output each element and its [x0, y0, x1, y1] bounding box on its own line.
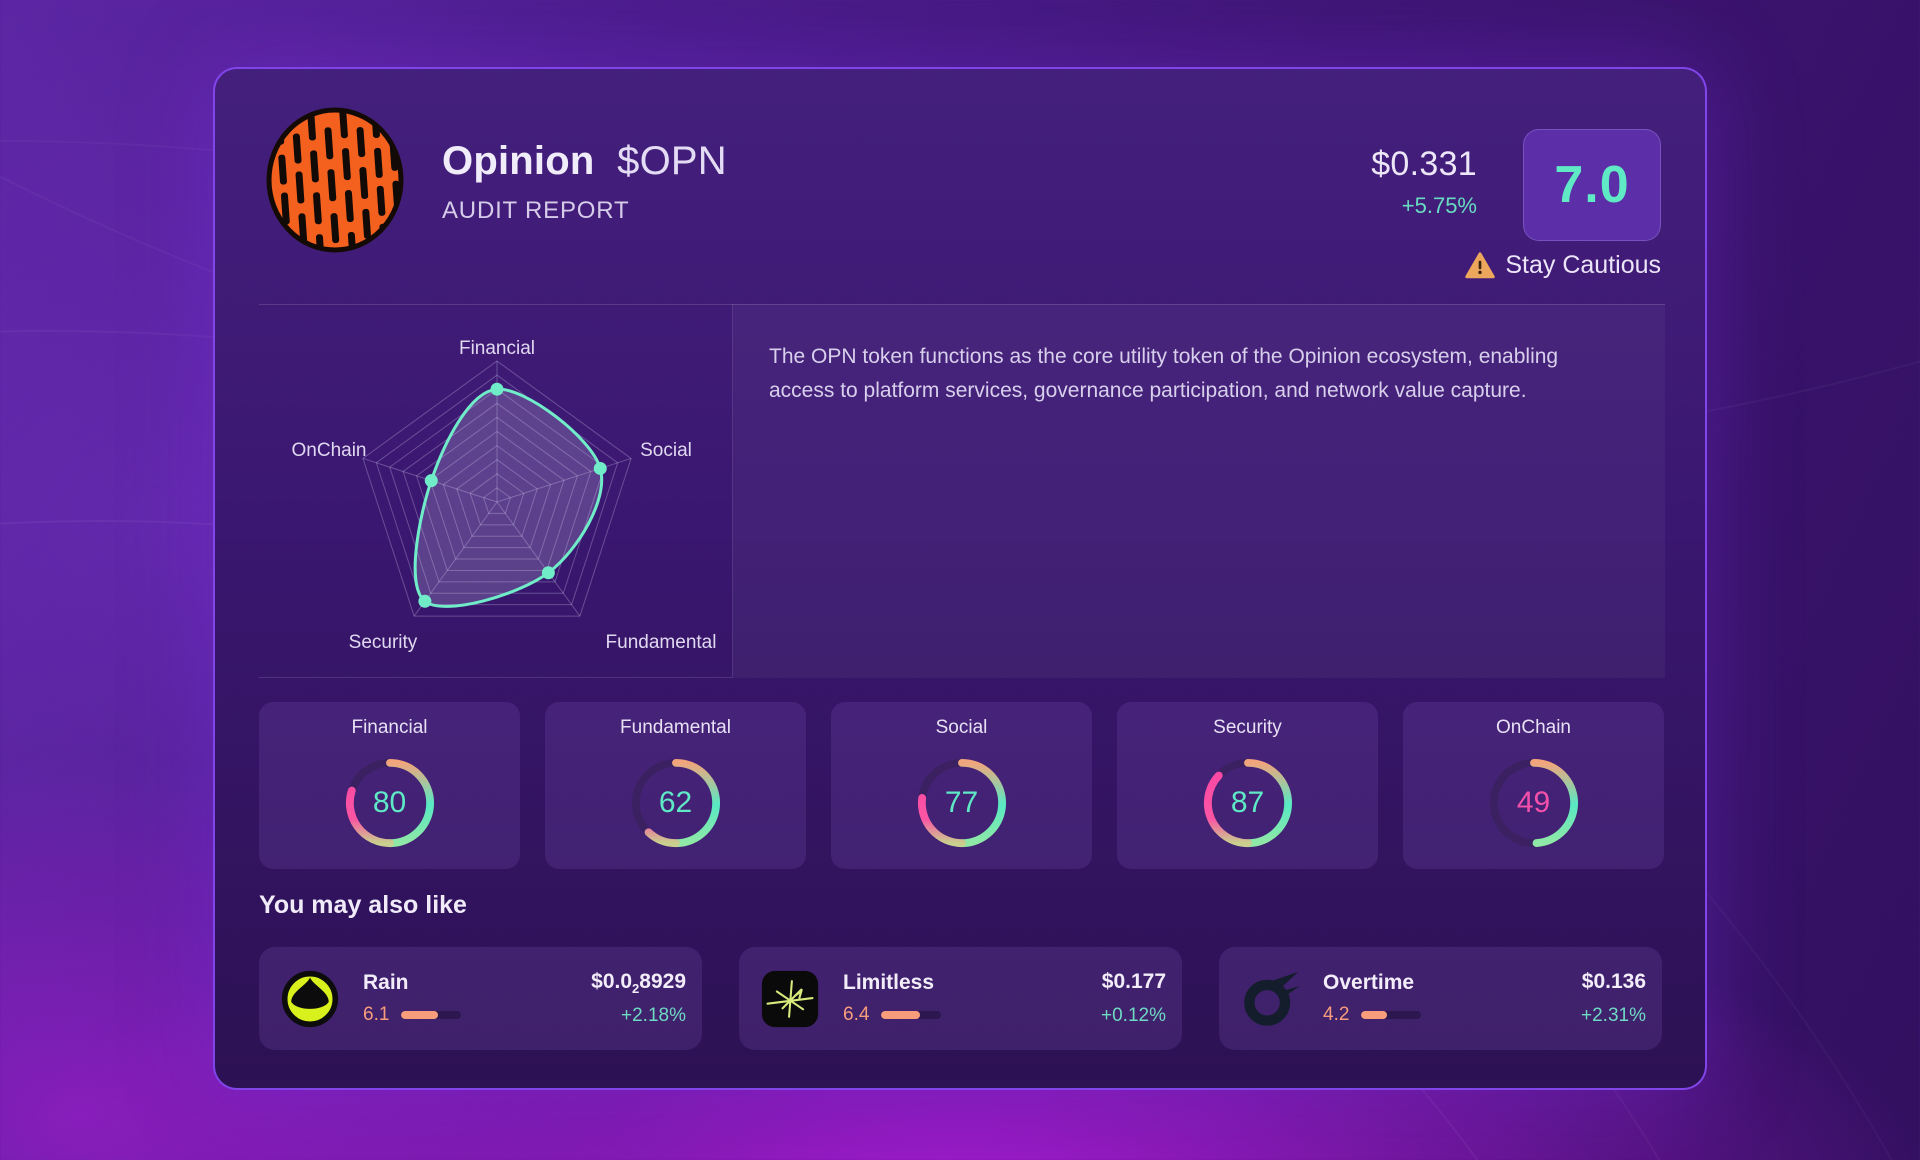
radar-panel: Financial Social Fundamental Security OnChai… [259, 304, 733, 678]
token-name: Rain [363, 971, 409, 994]
svg-text:Financial: Financial [459, 338, 535, 359]
gauge-card-fundamental: Fundamental 62 [545, 702, 806, 869]
token-info: Limitless 6.4 [843, 971, 942, 1026]
risk-label: Stay Cautious [1505, 251, 1661, 279]
gauge-ring: 49 [1487, 756, 1581, 850]
gauge-ring: 62 [629, 756, 723, 850]
gauge-card-security: Security 87 [1117, 702, 1378, 869]
token-card-limitless[interactable]: Limitless 6.4 $0.177 +0.12% [739, 947, 1182, 1050]
report-label: AUDIT REPORT [442, 197, 630, 224]
radar-chart: Financial Social Fundamental Security OnChai… [292, 338, 717, 653]
gauge-value: 77 [944, 786, 979, 819]
token-price-change: +5.75% [1401, 193, 1477, 218]
token-price-block: $0.028929 +2.18% [591, 970, 686, 1026]
svg-text:OnChain: OnChain [292, 440, 367, 461]
similar-tokens-row: Rain 6.1 $0.028929 +2.18% [259, 947, 1665, 1050]
overview-panels: Financial Social Fundamental Security OnChai… [259, 304, 1665, 678]
token-price-block: $0.136 +2.31% [1581, 970, 1646, 1026]
token-name: Opinion [442, 139, 595, 183]
overall-score-badge: 7.0 [1523, 129, 1661, 241]
token-score-bar [401, 1011, 462, 1019]
gauge-value: 87 [1230, 786, 1265, 819]
overtime-token-logo-icon [1244, 971, 1300, 1026]
token-name: Limitless [843, 971, 935, 994]
token-score-bar [881, 1011, 942, 1019]
page-title: Opinion $OPN [442, 139, 727, 184]
token-info: Overtime 4.2 [1323, 971, 1422, 1026]
audit-report-card: Opinion $OPN AUDIT REPORT $0.331 +5.75% … [213, 67, 1707, 1090]
rain-token-logo-icon [281, 970, 339, 1027]
token-score-bar [1361, 1011, 1422, 1019]
svg-text:Security: Security [349, 632, 418, 653]
token-name: Overtime [1323, 971, 1415, 994]
token-card-overtime[interactable]: Overtime 4.2 $0.136 +2.31% [1219, 947, 1662, 1050]
gauge-card-social: Social 77 [831, 702, 1092, 869]
token-score-row: 4.2 [1323, 1004, 1422, 1026]
gauge-label: OnChain [1496, 717, 1571, 738]
gauge-ring: 80 [343, 756, 437, 850]
token-score-row: 6.4 [843, 1004, 942, 1026]
warning-triangle-icon [1465, 252, 1496, 279]
header-divider [259, 304, 1665, 305]
score-gauges-row: Financial 80 Fundamental 62 Social 77 Se… [259, 702, 1665, 869]
gauge-value: 80 [372, 786, 407, 819]
token-price: $0.177 [1101, 970, 1166, 994]
token-info: Rain 6.1 [363, 971, 462, 1026]
gauge-ring: 77 [915, 756, 1009, 850]
token-price: $0.331 [1371, 145, 1477, 183]
svg-text:Social: Social [640, 440, 692, 461]
price-block: $0.331 +5.75% [1371, 145, 1477, 219]
opinion-token-logo-icon [266, 107, 404, 253]
token-price-change: +2.31% [1581, 1004, 1646, 1026]
token-price-change: +2.18% [621, 1004, 686, 1026]
token-score: 6.4 [843, 1004, 870, 1025]
svg-text:Fundamental: Fundamental [606, 632, 717, 653]
gauge-value: 62 [658, 786, 693, 819]
gauge-label: Social [935, 717, 988, 738]
gauge-ring: 87 [1201, 756, 1295, 850]
token-price-block: $0.177 +0.12% [1101, 970, 1166, 1026]
description-panel: The OPN token functions as the core util… [733, 304, 1665, 678]
gauge-card-financial: Financial 80 [259, 702, 520, 869]
gauge-label: Fundamental [620, 717, 731, 738]
gauge-value: 49 [1516, 786, 1551, 819]
token-symbol: $OPN [617, 139, 727, 183]
gauge-label: Financial [351, 717, 428, 738]
also-like-heading: You may also like [259, 891, 467, 919]
token-price: $0.136 [1581, 970, 1646, 994]
token-score: 6.1 [363, 1004, 390, 1025]
gauge-label: Security [1213, 717, 1282, 738]
token-price-change: +0.12% [1101, 1004, 1166, 1026]
overall-score-value: 7.0 [1554, 156, 1630, 214]
risk-indicator: Stay Cautious [1465, 251, 1661, 280]
token-description: The OPN token functions as the core util… [769, 345, 1559, 402]
token-score: 4.2 [1323, 1004, 1350, 1025]
token-price: $0.028929 [591, 970, 686, 997]
token-score-row: 6.1 [363, 1004, 462, 1026]
limitless-token-logo-icon [761, 970, 819, 1027]
gauge-card-onchain: OnChain 49 [1403, 702, 1664, 869]
token-card-rain[interactable]: Rain 6.1 $0.028929 +2.18% [259, 947, 702, 1050]
token-title-block: Opinion $OPN AUDIT REPORT [442, 139, 727, 225]
